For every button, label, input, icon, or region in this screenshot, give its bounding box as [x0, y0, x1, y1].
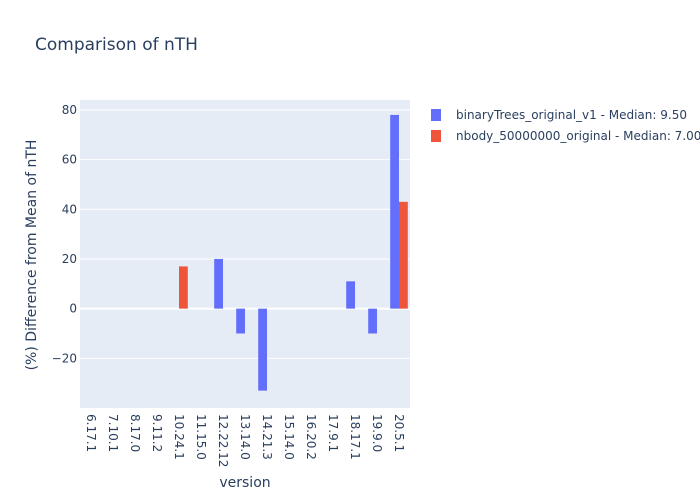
x-tick-label: 16.20.2 [304, 414, 318, 460]
legend-label: nbody_50000000_original - Median: 7.00 [456, 129, 700, 143]
x-tick-label: 8.17.0 [128, 414, 142, 452]
bar [179, 266, 188, 309]
legend-swatch [431, 109, 441, 121]
x-tick-label: 18.17.1 [348, 414, 362, 460]
x-tick-label: 20.5.1 [392, 414, 406, 452]
legend-swatch [431, 130, 441, 142]
x-tick-label: 6.17.1 [84, 414, 98, 452]
bar [214, 258, 223, 309]
y-tick-label: 80 [62, 103, 77, 117]
x-tick-label: 7.10.1 [106, 414, 120, 452]
bar [390, 114, 399, 309]
legend-label: binaryTrees_original_v1 - Median: 9.50 [456, 108, 687, 122]
legend: binaryTrees_original_v1 - Median: 9.50 nb… [431, 108, 700, 143]
chart-title: Comparison of nTH [35, 35, 198, 55]
x-tick-label: 15.14.0 [282, 414, 296, 460]
grid [80, 109, 410, 359]
x-tick-label: 13.14.0 [238, 414, 252, 460]
x-tick-label: 14.21.3 [260, 414, 274, 460]
x-tick-label: 17.9.1 [326, 414, 340, 452]
x-tick-label: 10.24.1 [172, 414, 186, 460]
x-tick-label: 9.11.2 [150, 414, 164, 452]
x-tick-label: 19.9.0 [370, 414, 384, 452]
x-tick-label: 12.22.12 [216, 414, 230, 467]
bar [368, 308, 377, 334]
x-axis-label: version [219, 475, 270, 491]
y-tick-label: 60 [62, 153, 77, 167]
y-tick-label: 20 [62, 252, 77, 266]
plot-area [80, 100, 410, 408]
bar [346, 281, 355, 309]
x-tick-label: 11.15.0 [194, 414, 208, 460]
y-axis-ticks: −20 0 20 40 60 80 [52, 103, 77, 365]
bar [399, 201, 408, 309]
bars [179, 114, 408, 391]
bar [236, 308, 245, 334]
y-tick-label: −20 [52, 351, 77, 365]
bar [258, 308, 267, 391]
x-axis-ticks: 6.17.1 7.10.1 8.17.0 9.11.2 10.24.1 11.15.0 12… [84, 414, 406, 467]
y-tick-label: 0 [69, 302, 77, 316]
y-tick-label: 40 [62, 202, 77, 216]
y-axis-label: (%) Difference from Mean of nTH [24, 140, 40, 371]
